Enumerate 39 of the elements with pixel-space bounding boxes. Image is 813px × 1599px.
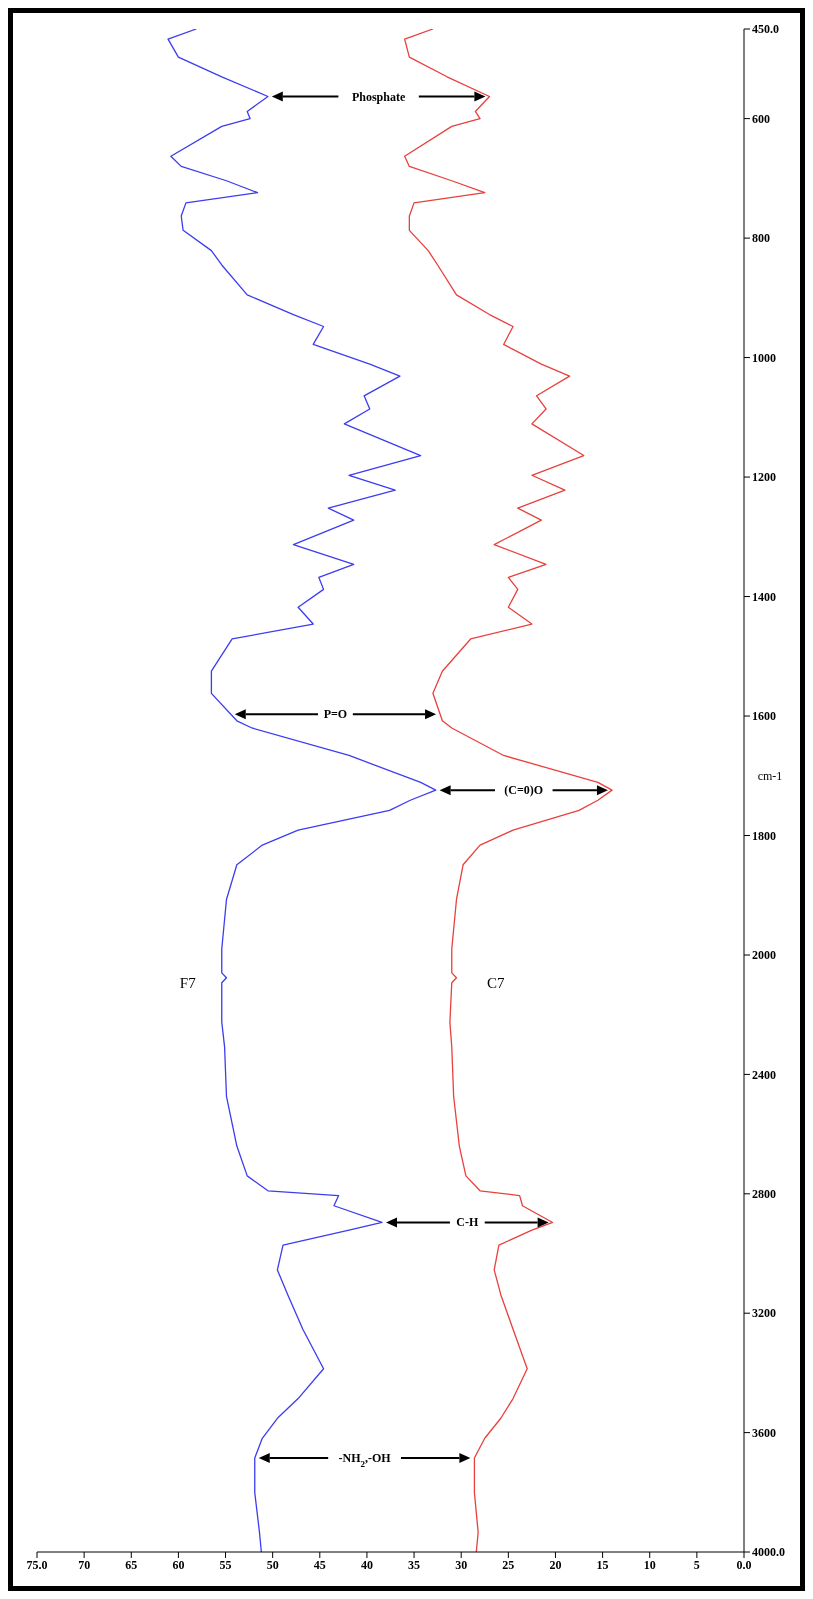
y-tick-label: 3200 [752,1306,776,1321]
y-tick-label: 1400 [752,589,776,604]
annotation: (C=0)O [504,783,544,798]
y-tick-label: 1600 [752,709,776,724]
x-tick-label: 60 [172,1557,185,1572]
x-tick-label: 20 [549,1557,562,1572]
x-tick-label: 50 [266,1557,279,1572]
x-tick-label: 10 [643,1557,656,1572]
annotation: P=O [323,707,348,722]
y-tick-label: 600 [752,111,770,126]
x-tick-label: 45 [313,1557,326,1572]
y-tick-label: 1200 [752,470,776,485]
y-tick-label: 2000 [752,948,776,963]
y-tick-label: 450.0 [752,22,779,37]
x-tick-label: 15 [596,1557,609,1572]
y-tick-label: 4000.0 [752,1545,785,1560]
x-tick-label: 70 [78,1557,91,1572]
y-tick-label: 2400 [752,1067,776,1082]
y-tick-label: 2800 [752,1187,776,1202]
y-tick-label: 1000 [752,350,776,365]
x-tick-label: 65 [125,1557,138,1572]
y-axis-title: cm-1 [757,768,783,783]
annotation: Phosphate [351,89,406,104]
x-tick-label: 25 [502,1557,515,1572]
y-tick-label: 3600 [752,1425,776,1440]
annotation: C-H [456,1215,479,1230]
x-tick-label: 40 [360,1557,373,1572]
x-tick-label: 30 [455,1557,468,1572]
x-tick-label: 0.0 [736,1557,752,1572]
text: C7 [487,974,506,991]
frame: 1800 1600 1400 1200 1000 800 600 450.0 cm-1 Phosphate P=O (C=0)O 75.0 70 65 60 55 50 45 40 35 30 25 20 15 10 5 0.0 4000.0 3600 3200 2800 2400 2000 F7 C7 C-H -NH$_{2}$,-OH [8,8,805,1591]
x-tick-label: 35 [408,1557,421,1572]
x-tick-label: 5 [693,1557,700,1572]
series-label: F7 [179,974,197,991]
annotation: -NH$_{2}$,-OH [338,1450,392,1469]
x-tick-label: 75.0 [26,1557,48,1572]
y-tick-label: 800 [752,231,770,246]
x-tick-label: 55 [219,1557,232,1572]
y-tick-label: 1800 [752,828,776,843]
